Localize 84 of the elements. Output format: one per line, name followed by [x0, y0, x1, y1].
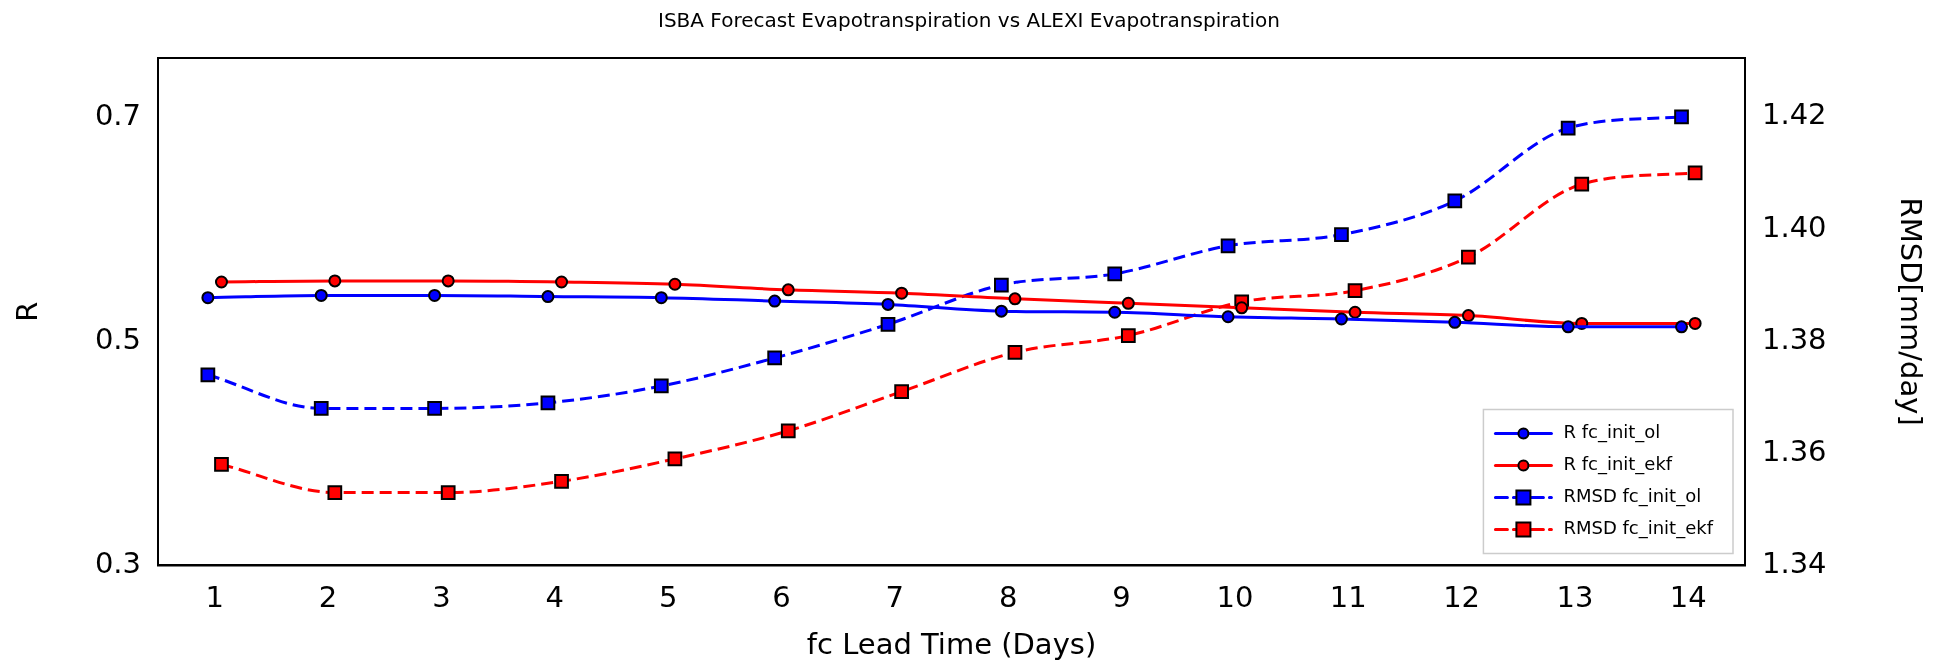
point [1461, 249, 1476, 265]
chart-title: ISBA Forecast Evapotranspiration vs ALEXI Evapotranspiration [658, 8, 1280, 33]
x-tick-label: 12 [1443, 580, 1481, 615]
point [880, 316, 896, 332]
point [768, 294, 782, 308]
point [994, 277, 1009, 293]
x-tick-label: 5 [658, 580, 678, 615]
x-tick-label: 4 [545, 580, 564, 615]
point [1561, 320, 1575, 334]
point [1107, 266, 1123, 282]
point [427, 401, 442, 416]
point [555, 275, 569, 289]
y2-tick-label: 1.42 [1762, 97, 1827, 132]
point [1220, 238, 1236, 254]
y-tick-label: 0.7 [94, 97, 141, 132]
legend-label: R fc_init_ol [1563, 421, 1661, 444]
legend-label: RMSD fc_init_ekf [1563, 517, 1714, 540]
point [554, 473, 569, 489]
x-tick-label: 10 [1216, 580, 1254, 615]
y2-tick-label: 1.38 [1762, 321, 1827, 356]
x-tick-label: 3 [432, 580, 451, 615]
legend-label: R fc_init_ekf [1563, 453, 1673, 476]
point [1461, 309, 1475, 323]
point [668, 277, 682, 291]
x-tick-label: 7 [885, 580, 905, 615]
point [540, 395, 556, 411]
point [327, 485, 343, 500]
point [1560, 120, 1576, 136]
point [1235, 301, 1249, 315]
point [1121, 296, 1135, 310]
x-axis-title: fc Lead Time (Days) [806, 627, 1097, 662]
point [895, 286, 909, 300]
point [314, 288, 328, 302]
point [781, 283, 795, 297]
x-tick-label: 9 [1112, 580, 1131, 615]
x-tick-label: 6 [772, 580, 791, 615]
x-tick-label: 13 [1556, 580, 1594, 615]
point [328, 274, 342, 288]
point [881, 297, 895, 311]
x-tick-label: 8 [998, 580, 1018, 615]
y2-tick-label: 1.36 [1762, 433, 1827, 468]
point [1688, 316, 1702, 330]
point [1120, 328, 1136, 343]
point [767, 350, 783, 366]
point [654, 291, 668, 305]
point [1347, 283, 1363, 299]
point [994, 304, 1008, 318]
point [1221, 310, 1235, 324]
point [200, 367, 216, 383]
point [1674, 109, 1689, 125]
point [1007, 344, 1023, 360]
point [894, 384, 909, 399]
point [441, 274, 455, 288]
point [1108, 305, 1122, 319]
y-tick-label: 0.3 [94, 545, 141, 580]
point [214, 275, 228, 289]
point [1447, 193, 1463, 209]
point [1008, 292, 1022, 306]
point [214, 457, 229, 472]
y-axis-title: R [9, 301, 44, 322]
point [653, 378, 669, 394]
point [1348, 305, 1362, 319]
point [1334, 312, 1348, 326]
point [428, 288, 442, 302]
point [1334, 227, 1349, 242]
point [541, 290, 555, 304]
y-tick-label: 0.5 [94, 321, 141, 356]
legend-label: RMSD fc_init_ol [1563, 485, 1702, 508]
point [780, 423, 796, 439]
point [1574, 176, 1590, 192]
x-tick-label: 1 [205, 580, 224, 615]
x-tick-label: 14 [1669, 580, 1707, 615]
point [667, 451, 683, 467]
y2-tick-label: 1.34 [1762, 545, 1827, 580]
point [1675, 320, 1689, 334]
y2-tick-label: 1.40 [1762, 209, 1827, 244]
y2-axis-title: RMSD[mm/day] [1894, 197, 1929, 426]
point [440, 485, 456, 500]
point [1687, 165, 1703, 181]
x-tick-label: 11 [1329, 580, 1367, 615]
point [1448, 315, 1462, 329]
point [201, 291, 215, 305]
point [313, 401, 329, 416]
x-tick-label: 2 [318, 580, 338, 615]
